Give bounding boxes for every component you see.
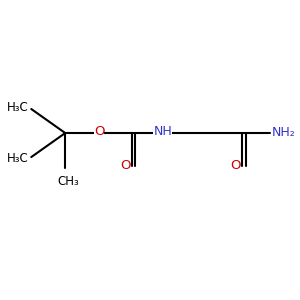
Text: O: O (120, 159, 131, 172)
Text: H₃C: H₃C (7, 152, 28, 165)
Text: O: O (230, 159, 241, 172)
Text: NH: NH (153, 125, 172, 138)
Text: CH₃: CH₃ (57, 175, 79, 188)
Text: NH₂: NH₂ (272, 126, 296, 139)
Text: O: O (94, 125, 104, 138)
Text: H₃C: H₃C (7, 101, 28, 114)
